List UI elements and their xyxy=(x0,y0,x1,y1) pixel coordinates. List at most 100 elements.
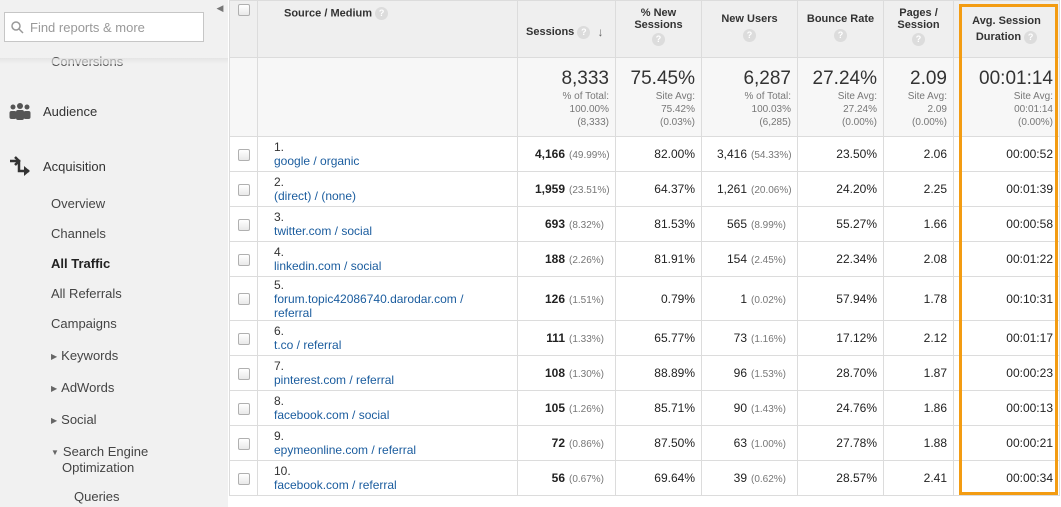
sidebar-item-all-referrals[interactable]: All Referrals xyxy=(51,286,122,301)
help-icon[interactable]: ? xyxy=(1024,30,1038,44)
source-medium-link[interactable]: facebook.com / social xyxy=(274,408,390,422)
sidebar-item-keywords[interactable]: ▶ Keywords xyxy=(51,348,118,363)
pages-session-cell: 2.06 xyxy=(883,136,954,172)
source-medium-link[interactable]: facebook.com / referral xyxy=(274,478,397,492)
totals-row: 8,333 % of Total: 100.00% (8,333) 75.45%… xyxy=(229,57,1060,137)
row-checkbox[interactable] xyxy=(237,218,250,231)
source-medium-link[interactable]: linkedin.com / social xyxy=(274,259,382,273)
sidebar-item-audience[interactable]: Audience xyxy=(8,101,97,121)
sessions-value: 1,959 xyxy=(534,182,565,196)
help-icon[interactable]: ? xyxy=(652,33,665,46)
sidebar-item-overview[interactable]: Overview xyxy=(51,196,106,211)
column-header-avg-session-duration[interactable]: Avg. Session Duration ? xyxy=(953,0,1060,58)
source-medium-link[interactable]: epymeonline.com / referral xyxy=(274,443,417,457)
search-icon xyxy=(11,20,24,34)
search-input[interactable] xyxy=(30,19,200,35)
new-sessions-cell: 69.64% xyxy=(615,460,702,496)
column-header-label: Pages / xyxy=(899,7,938,19)
sidebar-item-label: Search Engine xyxy=(62,444,149,459)
column-header-source[interactable]: Source / Medium ? xyxy=(257,0,518,58)
column-header-new-users[interactable]: New Users ? xyxy=(701,0,798,58)
row-checkbox[interactable] xyxy=(237,253,250,266)
sessions-percent: (1.33%) xyxy=(569,334,605,345)
new-sessions-cell: 85.71% xyxy=(615,390,702,426)
sessions-value: 693 xyxy=(544,217,565,231)
acquisition-icon xyxy=(8,156,32,176)
source-medium-cell: 2.(direct) / (none) xyxy=(257,171,518,207)
sidebar-item-label-line2: Optimization xyxy=(62,460,135,475)
sidebar-item-label: AdWords xyxy=(61,380,115,395)
sidebar-item-acquisition[interactable]: Acquisition xyxy=(8,156,106,176)
column-header-sessions[interactable]: Sessions ? ↓ xyxy=(517,0,616,58)
sidebar-divider xyxy=(0,58,228,64)
sidebar-item-label: Acquisition xyxy=(43,158,106,174)
sort-descending-icon[interactable]: ↓ xyxy=(597,25,604,39)
help-icon[interactable]: ? xyxy=(375,7,389,20)
new-sessions-cell: 82.00% xyxy=(615,136,702,172)
row-checkbox[interactable] xyxy=(237,332,250,345)
new-users-cell: 3,416 (54.33%) xyxy=(701,136,798,172)
bounce-rate-cell: 23.50% xyxy=(797,136,884,172)
column-header-pages-session[interactable]: Pages / Session ? xyxy=(883,0,954,58)
new-users-value: 3,416 xyxy=(716,147,747,161)
help-icon[interactable]: ? xyxy=(577,25,591,39)
sidebar-item-adwords[interactable]: ▶ AdWords xyxy=(51,380,114,395)
row-rank: 5. xyxy=(274,277,285,292)
sidebar-item-all-traffic[interactable]: All Traffic xyxy=(51,256,111,271)
row-checkbox[interactable] xyxy=(237,293,250,306)
source-medium-link[interactable]: t.co / referral xyxy=(274,338,342,352)
new-users-percent: (1.53%) xyxy=(751,369,787,380)
avg-session-duration-cell: 00:00:21 xyxy=(953,425,1060,461)
search-box[interactable] xyxy=(4,12,204,42)
totals-empty-cell xyxy=(229,57,258,137)
source-medium-link[interactable]: twitter.com / social xyxy=(274,224,373,238)
table-row: 7.pinterest.com / referral 108 (1.30%) 88.8… xyxy=(229,355,1060,391)
triangle-left-icon[interactable]: ◀ xyxy=(216,3,224,13)
sessions-percent: (49.99%) xyxy=(569,150,610,161)
new-users-value: 90 xyxy=(733,401,747,415)
sessions-percent: (1.30%) xyxy=(569,369,605,380)
new-users-percent: (0.62%) xyxy=(751,474,787,485)
totals-new-users: 6,287 % of Total: 100.03% (6,285) xyxy=(701,57,798,137)
sidebar-item-social[interactable]: ▶ Social xyxy=(51,412,97,427)
new-users-percent: (8.99%) xyxy=(751,220,787,231)
help-icon[interactable]: ? xyxy=(743,29,756,42)
select-all-checkbox[interactable] xyxy=(237,4,250,17)
row-checkbox[interactable] xyxy=(237,148,250,161)
sidebar-item-seo[interactable]: ▼ Search Engine Optimization xyxy=(51,444,148,475)
row-checkbox[interactable] xyxy=(237,472,250,485)
source-medium-link[interactable]: (direct) / (none) xyxy=(274,189,357,203)
pages-session-cell: 1.86 xyxy=(883,390,954,426)
row-checkbox[interactable] xyxy=(237,437,250,450)
new-users-value: 73 xyxy=(733,331,747,345)
row-rank: 8. xyxy=(274,394,285,408)
row-checkbox[interactable] xyxy=(237,367,250,380)
row-checkbox[interactable] xyxy=(237,183,250,196)
totals-value: 27.24% xyxy=(812,68,877,89)
totals-sub: (6,285) xyxy=(759,117,791,128)
totals-sub: Site Avg: xyxy=(837,91,877,102)
column-header-new-sessions[interactable]: % New Sessions ? xyxy=(615,0,702,58)
bounce-rate-cell: 28.57% xyxy=(797,460,884,496)
table-row: 3.twitter.com / social 693 (8.32%) 81.53% 56… xyxy=(229,206,1060,242)
row-checkbox[interactable] xyxy=(237,402,250,415)
table-row: 5.forum.topic42086740.darodar.com / refe… xyxy=(229,276,1060,321)
source-medium-link[interactable]: google / organic xyxy=(274,154,360,168)
sidebar-item-channels[interactable]: Channels xyxy=(51,226,106,241)
new-users-cell: 1 (0.02%) xyxy=(701,276,798,321)
row-checkbox-cell xyxy=(229,136,258,172)
source-medium-link[interactable]: forum.topic42086740.darodar.com / referr… xyxy=(274,291,464,320)
sessions-percent: (8.32%) xyxy=(569,220,605,231)
totals-sub: 75.42% xyxy=(661,104,695,115)
totals-empty-cell xyxy=(257,57,518,137)
row-rank: 1. xyxy=(274,140,285,154)
help-icon[interactable]: ? xyxy=(912,33,925,46)
sidebar-item-queries[interactable]: Queries xyxy=(74,489,120,504)
avg-session-duration-cell: 00:00:13 xyxy=(953,390,1060,426)
totals-sub: Site Avg: xyxy=(907,91,947,102)
help-icon[interactable]: ? xyxy=(834,29,847,42)
new-users-cell: 154 (2.45%) xyxy=(701,241,798,277)
column-header-bounce-rate[interactable]: Bounce Rate ? xyxy=(797,0,884,58)
sidebar-item-campaigns[interactable]: Campaigns xyxy=(51,316,117,331)
source-medium-link[interactable]: pinterest.com / referral xyxy=(274,373,395,387)
